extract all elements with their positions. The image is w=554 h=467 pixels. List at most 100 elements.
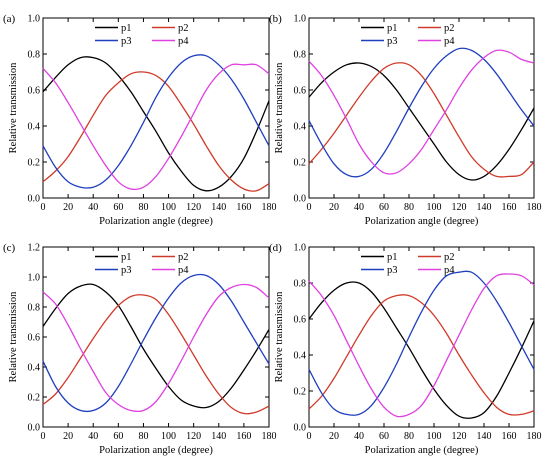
legend-label-p3: p3 (121, 265, 132, 276)
series-line-p4 (42, 63, 270, 191)
y-tick-label: 0.6 (28, 86, 41, 97)
y-tick-label: 0.0 (28, 423, 41, 434)
x-tick-label: 40 (88, 431, 98, 442)
x-axis-label: Polarization angle (degree) (99, 216, 213, 227)
series-line-p3 (42, 54, 270, 189)
x-tick-label: 60 (379, 202, 389, 213)
panel-label: (d) (269, 242, 282, 254)
x-tick-label: 0 (307, 202, 312, 213)
x-tick-label: 40 (354, 202, 364, 213)
x-tick-label: 80 (404, 202, 414, 213)
panel-label: (b) (269, 13, 282, 25)
x-tick-label: 140 (477, 202, 492, 213)
x-tick-label: 60 (113, 202, 123, 213)
x-tick-label: 0 (41, 202, 46, 213)
panel-d: 0 20 40 60 80 100 120 140 160 180 0.0 0.2 0.4 0.6 0.8 1… (269, 242, 542, 456)
panel-a: 0 20 40 60 80 100 120 140 160 180 0.0 0.2 0.4 0.6 0.8 1… (3, 13, 277, 227)
x-tick-label: 160 (236, 431, 251, 442)
y-tick-label: 0.2 (294, 158, 307, 169)
y-axis-label: Relative transmission (274, 62, 285, 153)
x-tick-label: 120 (186, 202, 201, 213)
x-tick-label: 160 (236, 202, 251, 213)
y-tick-label: 0.4 (294, 351, 307, 362)
y-axis-label: Relative transmission (274, 291, 285, 382)
x-tick-label: 20 (63, 431, 73, 442)
series-line-p2 (42, 71, 270, 192)
x-axis-label: Polarization angle (degree) (99, 445, 213, 456)
legend-label-p2: p2 (444, 252, 455, 263)
y-tick-label: 0.2 (28, 158, 41, 169)
x-axis-label: Polarization angle (degree) (365, 445, 479, 456)
series-line-p1 (308, 62, 535, 181)
x-tick-label: 180 (527, 431, 542, 442)
series-line-p4 (308, 273, 535, 418)
x-tick-label: 100 (427, 431, 442, 442)
x-tick-label: 0 (307, 431, 312, 442)
legend-label-p1: p1 (387, 252, 398, 263)
x-tick-label: 60 (379, 431, 389, 442)
y-tick-label: 0.8 (28, 50, 41, 61)
y-tick-label: 0.0 (294, 423, 307, 434)
y-tick-label: 1.0 (294, 14, 307, 25)
y-tick-label: 0.2 (294, 387, 307, 398)
x-tick-label: 20 (63, 202, 73, 213)
series-line-p1 (308, 281, 535, 419)
legend-label-p4: p4 (444, 36, 455, 47)
x-tick-label: 0 (41, 431, 46, 442)
y-tick-label: 0.4 (28, 363, 41, 374)
x-tick-label: 140 (211, 202, 226, 213)
series-line-p1 (42, 283, 270, 409)
y-tick-label: 1.0 (28, 273, 41, 284)
x-tick-label: 180 (527, 202, 542, 213)
x-tick-label: 120 (452, 431, 467, 442)
y-tick-label: 0.8 (294, 279, 307, 290)
x-axis-label: Polarization angle (degree) (365, 216, 479, 227)
y-tick-label: 0.8 (294, 50, 307, 61)
legend-label-p4: p4 (178, 36, 189, 47)
legend-label-p2: p2 (178, 23, 189, 34)
y-tick-label: 0.6 (28, 333, 41, 344)
y-axis-label: Relative transmission (8, 291, 19, 382)
x-tick-label: 160 (502, 431, 517, 442)
plot-frame (308, 17, 535, 199)
plot-frame (42, 17, 270, 199)
series-line-p2 (308, 62, 535, 178)
x-tick-label: 100 (161, 202, 176, 213)
series-line-p4 (308, 49, 535, 175)
series-line-p2 (308, 294, 535, 416)
x-tick-label: 100 (427, 202, 442, 213)
plot-frame (42, 246, 270, 428)
y-tick-label: 0.2 (28, 393, 41, 404)
x-tick-label: 60 (113, 431, 123, 442)
legend-label-p4: p4 (444, 265, 455, 276)
y-tick-label: 0.4 (294, 122, 307, 133)
y-tick-label: 0.6 (294, 86, 307, 97)
plot-frame (308, 246, 535, 428)
panel-c: 0 20 40 60 80 100 120 140 160 180 0.0 0.2 0.4 0.6 0.8 1… (3, 242, 277, 456)
y-tick-label: 0.0 (28, 194, 41, 205)
x-tick-label: 20 (329, 431, 339, 442)
legend-label-p1: p1 (387, 23, 398, 34)
series-line-p2 (42, 294, 270, 415)
x-tick-label: 120 (186, 431, 201, 442)
y-tick-label: 1.0 (28, 14, 41, 25)
x-tick-label: 180 (262, 431, 277, 442)
y-tick-label: 1.2 (28, 243, 41, 254)
legend-label-p1: p1 (121, 252, 132, 263)
panel-b: 0 20 40 60 80 100 120 140 160 180 0.0 0.2 0.4 0.6 0.8 1… (269, 13, 542, 227)
legend: p1 p2 p3 p4 (95, 252, 189, 276)
y-axis-label: Relative transmission (8, 62, 19, 153)
legend-label-p4: p4 (178, 265, 189, 276)
y-tick-label: 1.0 (294, 243, 307, 254)
legend-label-p3: p3 (121, 36, 132, 47)
legend-label-p1: p1 (121, 23, 132, 34)
y-tick-label: 0.8 (28, 303, 41, 314)
x-tick-label: 80 (404, 431, 414, 442)
legend-label-p3: p3 (387, 265, 398, 276)
y-tick-label: 0.0 (294, 194, 307, 205)
x-tick-label: 160 (502, 202, 517, 213)
legend: p1 p2 p3 p4 (361, 23, 455, 47)
panel-label: (c) (3, 242, 16, 254)
series-line-p4 (42, 283, 270, 413)
